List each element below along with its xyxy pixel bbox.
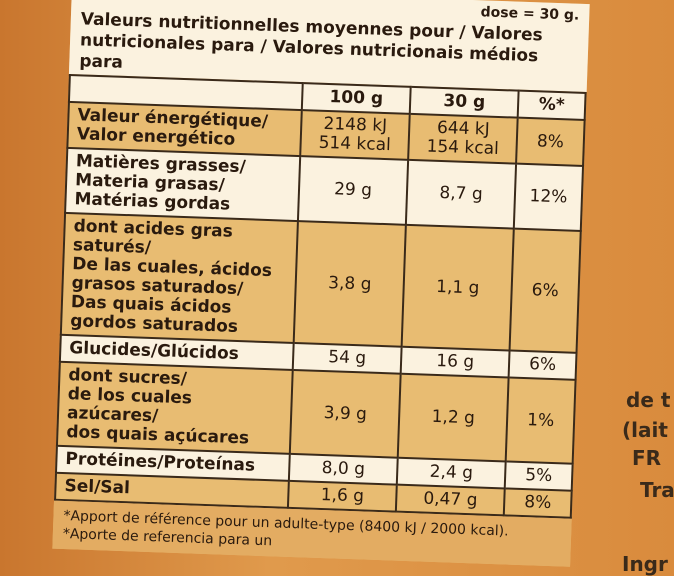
value-line: 154 kcal — [426, 136, 500, 159]
value-line: 16 g — [435, 350, 475, 373]
value-line: 12% — [529, 186, 568, 208]
value-cell: 2,4 g — [396, 457, 506, 489]
value-cell: 1,6 g — [287, 480, 397, 512]
side-text: de t — [626, 388, 671, 412]
side-text: FR — [632, 446, 662, 470]
value-cell: 644 kJ 154 kcal — [408, 113, 518, 164]
value-cell: 16 g — [400, 346, 510, 378]
value-line: 1% — [526, 409, 555, 431]
column-header: 30 g — [409, 86, 519, 118]
nutrient-row: dont acides gras saturés/De las cuales, … — [60, 212, 581, 353]
nutrient-label: dont sucres/de los cuales azúcares/dos q… — [56, 361, 293, 454]
value-line: 514 kcal — [318, 132, 392, 156]
value-cell: 1% — [505, 377, 576, 464]
value-cell: 2148 kJ 514 kcal — [300, 110, 410, 160]
value-line: 8,7 g — [439, 182, 484, 205]
value-line: 3,8 g — [327, 272, 372, 295]
value-line: 8% — [536, 130, 565, 152]
label-line: Glucides/Glúcidos — [69, 338, 240, 365]
nutrient-label: Matières grasses/Materia grasas/Matérias… — [65, 147, 301, 222]
value-cell: 0,47 g — [395, 484, 505, 516]
value-line: 6% — [528, 354, 557, 376]
value-cell: 6% — [509, 228, 581, 353]
value-cell: 1,1 g — [401, 224, 514, 351]
value-cell: 3,9 g — [289, 369, 401, 458]
value-line: 29 g — [333, 179, 373, 201]
value-line: 6% — [531, 279, 560, 301]
nutrient-label: Valeur énergétique/Valor energético — [67, 101, 302, 157]
value-cell: 6% — [508, 350, 577, 380]
value-cell: 12% — [513, 163, 584, 231]
value-cell: 54 g — [292, 342, 402, 374]
nutrition-label: dose = 30 g. Valeurs nutritionnelles moy… — [52, 0, 590, 567]
column-header: %* — [517, 90, 586, 120]
label-line: Sel/Sal — [64, 476, 131, 499]
value-line: 1,6 g — [320, 484, 365, 507]
nutrition-table: 100 g 30 g %* Valeur énergétique/Valor ener… — [54, 74, 587, 519]
value-cell: 3,8 g — [293, 221, 406, 347]
column-header: 100 g — [301, 83, 411, 114]
value-line: 54 g — [327, 347, 367, 369]
value-cell: 1,2 g — [397, 373, 509, 462]
value-cell: 8% — [503, 488, 572, 518]
value-line: 8% — [523, 492, 552, 514]
value-line: 5% — [524, 465, 553, 487]
value-cell: 29 g — [297, 156, 409, 225]
value-line: 8,0 g — [321, 458, 366, 480]
value-line: 3,9 g — [323, 402, 368, 425]
value-cell: 8% — [516, 117, 585, 166]
value-line: 1,2 g — [431, 406, 476, 428]
side-text: Tra — [640, 478, 674, 502]
value-line: 1,1 g — [435, 276, 480, 298]
value-cell: 5% — [504, 461, 573, 491]
value-cell: 8,0 g — [288, 453, 398, 485]
value-line: 2,4 g — [429, 461, 474, 484]
nutrient-label: dont acides gras saturés/De las cuales, … — [60, 212, 298, 343]
label-line: Protéines/Proteínas — [65, 449, 256, 476]
side-text: Ingr — [622, 552, 668, 576]
side-text: (lait — [622, 418, 668, 442]
value-cell: 8,7 g — [405, 159, 517, 229]
value-line: 0,47 g — [423, 488, 478, 511]
